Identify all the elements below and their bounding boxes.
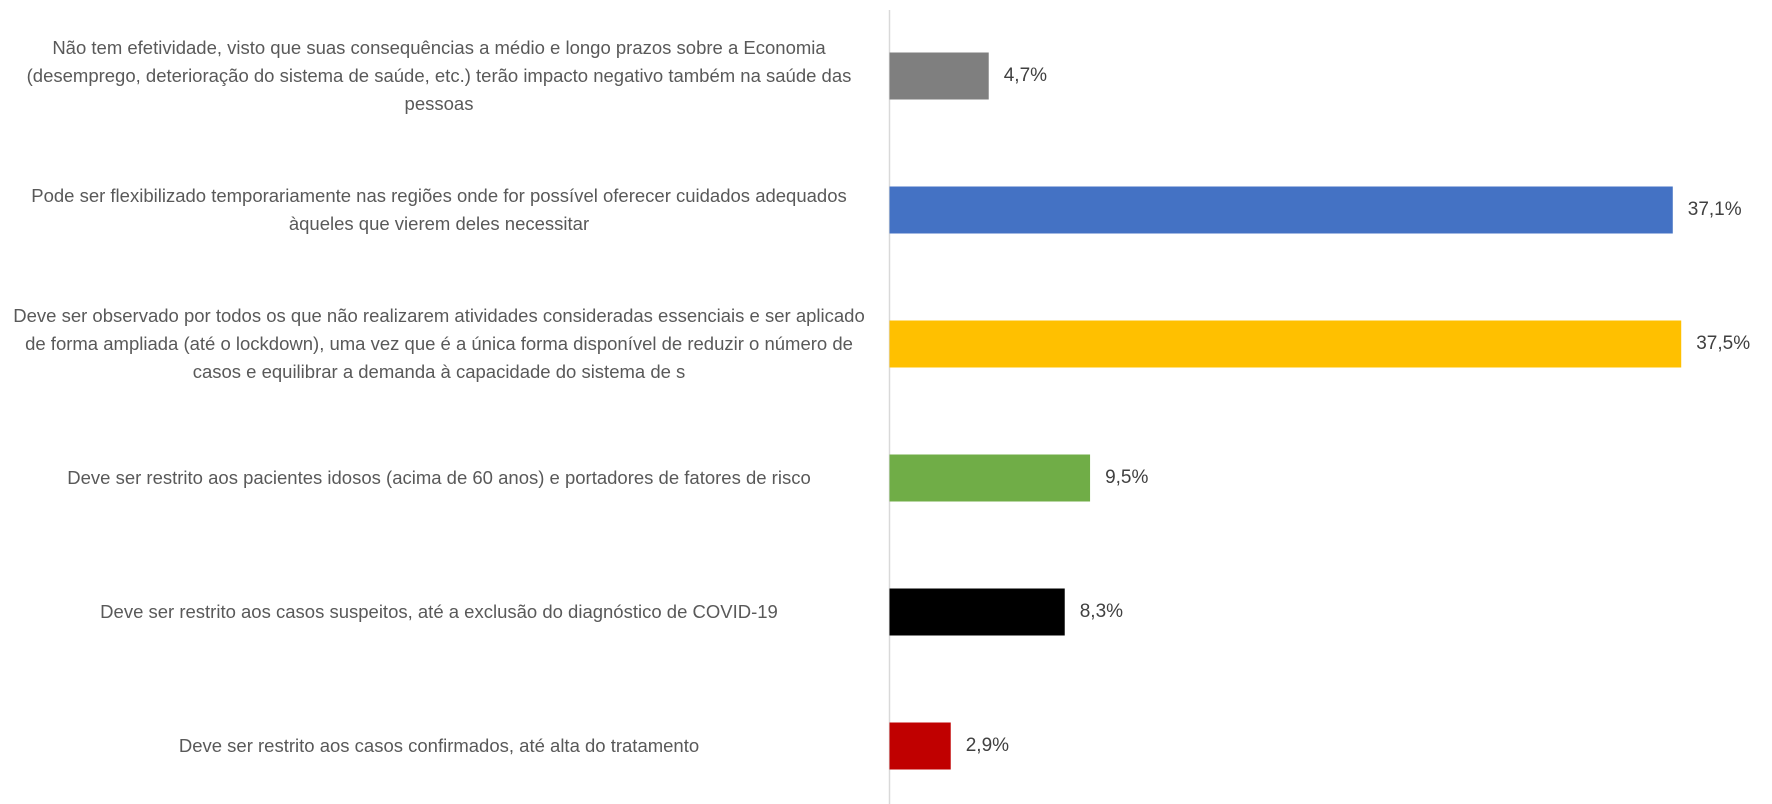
category-label: Deve ser restrito aos casos suspeitos, a… <box>100 601 778 622</box>
bar <box>889 454 1091 502</box>
bar <box>889 588 1065 636</box>
bar <box>889 186 1673 234</box>
category-label: Não tem efetividade, visto que suas cons… <box>26 37 852 114</box>
data-label: 2,9% <box>966 735 1009 756</box>
category-label: Deve ser restrito aos pacientes idosos (… <box>67 467 811 488</box>
data-label: 37,5% <box>1696 333 1750 354</box>
data-label: 9,5% <box>1105 467 1148 488</box>
category-label: Deve ser restrito aos casos confirmados,… <box>178 735 700 756</box>
category-label: Pode ser flexibilizado temporariamente n… <box>31 185 847 234</box>
data-label: 37,1% <box>1688 199 1742 220</box>
bar <box>889 320 1682 368</box>
bar <box>889 722 951 770</box>
data-label: 4,7% <box>1004 65 1047 86</box>
bar <box>889 52 989 100</box>
category-label: Deve ser observado por todos os que não … <box>13 305 865 382</box>
data-label: 8,3% <box>1080 601 1123 622</box>
